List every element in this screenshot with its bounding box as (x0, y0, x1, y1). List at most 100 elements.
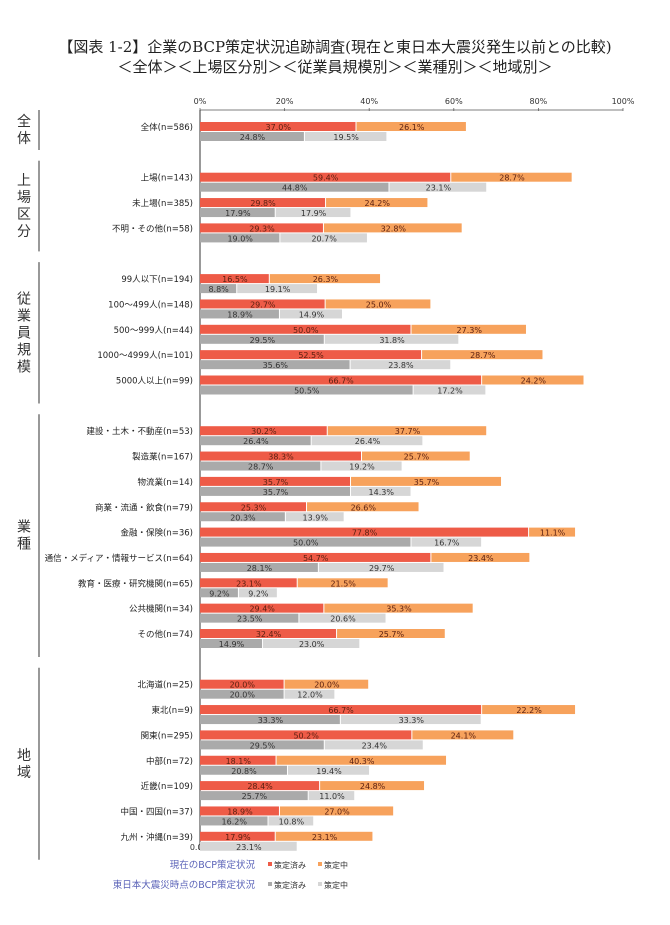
prior-data-label: 23.4% (362, 741, 388, 750)
current-data-label: 50.0% (293, 326, 319, 335)
current-done-bar (200, 451, 362, 461)
current-in-progress-bar (325, 299, 431, 309)
legend-prior-progress-label: 策定中 (324, 880, 348, 890)
current-done-bar (200, 781, 320, 791)
current-in-progress-bar (362, 451, 470, 461)
prior-done-bar (200, 562, 318, 572)
prior-in-progress-bar (308, 791, 355, 801)
prior-done-bar (200, 512, 285, 522)
prior-data-label: 23.1% (426, 184, 452, 193)
current-data-label: 52.5% (298, 351, 324, 360)
prior-data-label: 26.4% (355, 437, 381, 446)
legend-prior-done-label: 策定済み (274, 880, 306, 890)
x-tick-label: 80% (530, 97, 548, 106)
current-done-bar (200, 122, 356, 131)
prior-data-label: 20.0% (230, 691, 256, 700)
current-data-label: 23.1% (236, 579, 262, 588)
prior-data-label: 26.4% (243, 437, 269, 446)
category-label: 不明・その他(n=58) (112, 223, 193, 234)
current-data-label: 40.3% (349, 757, 375, 766)
current-data-label: 21.5% (330, 579, 356, 588)
prior-done-bar (200, 132, 304, 141)
prior-data-label: 14.9% (299, 310, 325, 319)
current-data-label: 25.7% (404, 453, 430, 462)
prior-done-bar (200, 689, 284, 699)
current-in-progress-bar (482, 375, 584, 385)
category-label: 教育・医療・研究機関(n=65) (78, 578, 193, 589)
prior-data-label: 19.0% (227, 234, 253, 243)
legend-current-done-label: 策定済み (274, 860, 306, 870)
current-data-label: 26.6% (351, 503, 377, 512)
prior-done-bar (200, 613, 299, 623)
legend-prior-progress-swatch (318, 882, 322, 886)
prior-done-bar (200, 588, 238, 598)
current-data-label: 22.2% (516, 706, 542, 715)
current-data-label: 28.7% (470, 351, 496, 360)
current-done-bar (200, 806, 279, 816)
prior-done-bar (200, 715, 340, 725)
current-data-label: 18.9% (227, 807, 253, 816)
current-in-progress-bar (431, 552, 530, 562)
current-data-label: 17.9% (225, 833, 251, 842)
current-in-progress-bar (412, 730, 514, 740)
prior-done-bar (200, 284, 237, 294)
prior-in-progress-bar (285, 512, 344, 522)
current-data-label: 29.8% (250, 199, 276, 208)
current-data-label: 20.0% (314, 681, 340, 690)
prior-data-label: 20.3% (230, 513, 256, 522)
prior-data-label: 20.8% (231, 767, 257, 776)
prior-data-label: 35.7% (263, 488, 289, 497)
current-data-label: 25.3% (241, 503, 267, 512)
current-in-progress-bar (351, 476, 502, 486)
current-in-progress-bar (482, 705, 576, 715)
prior-done-bar (200, 182, 389, 192)
category-label: 通信・メディア・情報サービス(n=64) (45, 553, 193, 564)
current-done-bar (200, 603, 324, 613)
current-data-label: 20.0% (230, 681, 256, 690)
current-done-bar (200, 172, 451, 182)
current-data-label: 66.7% (328, 706, 354, 715)
prior-data-label: 19.2% (349, 463, 375, 472)
prior-data-label: 19.4% (316, 767, 342, 776)
prior-in-progress-bar (284, 689, 335, 699)
current-done-bar (200, 350, 422, 360)
current-done-bar (200, 552, 431, 562)
current-data-label: 30.2% (251, 427, 277, 436)
group-label: 地 (17, 748, 31, 764)
current-data-label: 11.1% (540, 529, 566, 538)
legend-prior-title: 東日本大震災時点のBCP策定状況 (113, 879, 256, 891)
group-label: 員 (17, 325, 31, 341)
group-label: 種 (17, 537, 31, 553)
prior-in-progress-bar (238, 588, 277, 598)
prior-data-label: 14.3% (369, 488, 395, 497)
group-label: 模 (17, 359, 31, 375)
prior-data-label: 23.5% (237, 615, 263, 624)
prior-done-bar (200, 309, 279, 319)
prior-data-label: 28.1% (247, 564, 273, 573)
current-data-label: 35.3% (386, 605, 412, 614)
prior-done-bar (200, 816, 268, 826)
group-label: 上 (17, 173, 31, 189)
category-label: 商業・流通・飲食(n=79) (95, 502, 193, 513)
current-done-bar (200, 629, 337, 638)
prior-in-progress-bar (263, 639, 360, 648)
prior-data-label: 28.7% (248, 463, 274, 472)
current-done-bar (200, 502, 307, 512)
current-done-bar (200, 578, 297, 588)
current-in-progress-bar (307, 502, 419, 512)
current-data-label: 29.4% (249, 605, 275, 614)
x-tick-label: 100% (612, 97, 635, 106)
prior-in-progress-bar (324, 334, 459, 344)
current-data-label: 24.2% (365, 199, 391, 208)
prior-data-label: 10.8% (279, 817, 305, 826)
prior-done-bar (200, 360, 350, 370)
prior-in-progress-bar (318, 562, 444, 572)
current-data-label: 77.8% (352, 529, 378, 538)
prior-data-label: 18.9% (227, 310, 253, 319)
current-data-label: 37.0% (266, 123, 292, 132)
current-data-label: 35.7% (263, 478, 289, 487)
category-label: 中国・四国(n=37) (121, 806, 193, 817)
current-in-progress-bar (324, 603, 473, 613)
